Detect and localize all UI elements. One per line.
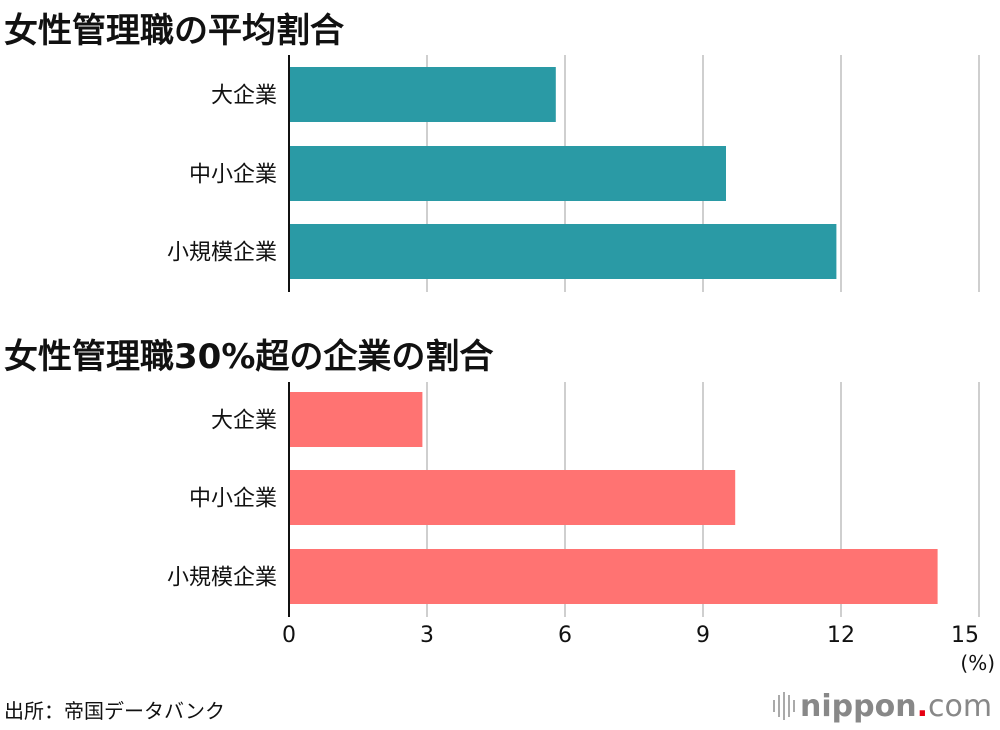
category-label: 中小企業 xyxy=(189,163,277,188)
logo-dot: . xyxy=(917,689,928,724)
bar xyxy=(289,470,736,525)
nippon-logo: nippon.com xyxy=(773,689,992,724)
tick-label: 12 xyxy=(827,623,855,648)
logo-main: nippon xyxy=(800,689,917,724)
chart-title: 女性管理職30%超の企業の割合 xyxy=(4,337,493,377)
bar xyxy=(289,549,938,604)
tick-label: 3 xyxy=(420,623,434,648)
chart-panels: 女性管理職の平均割合大企業中小企業小規模企業女性管理職30%超の企業の割合大企業… xyxy=(4,11,938,617)
bar xyxy=(289,67,556,122)
tick-label: 9 xyxy=(696,623,710,648)
chart-title: 女性管理職の平均割合 xyxy=(4,11,344,51)
bar xyxy=(289,392,423,447)
logo-suffix: com xyxy=(928,689,992,724)
tick-label: 0 xyxy=(282,623,296,648)
bar xyxy=(289,146,726,201)
logo-wordmark: nippon.com xyxy=(800,689,992,724)
category-label: 大企業 xyxy=(211,409,277,434)
bar xyxy=(289,224,837,279)
tick-label: 6 xyxy=(558,623,572,648)
x-axis: 0 3 6 9 12 15 (%) xyxy=(282,623,995,675)
category-label: 大企業 xyxy=(211,84,277,109)
tick-label: 15 xyxy=(951,623,979,648)
axis-unit: (%) xyxy=(960,651,995,675)
source-note: 出所：帝国データバンク xyxy=(4,699,225,723)
category-label: 小規模企業 xyxy=(167,566,277,591)
category-label: 中小企業 xyxy=(189,487,277,512)
gridlines xyxy=(426,55,980,617)
category-label: 小規模企業 xyxy=(167,241,277,266)
logo-bars-icon xyxy=(773,692,795,720)
